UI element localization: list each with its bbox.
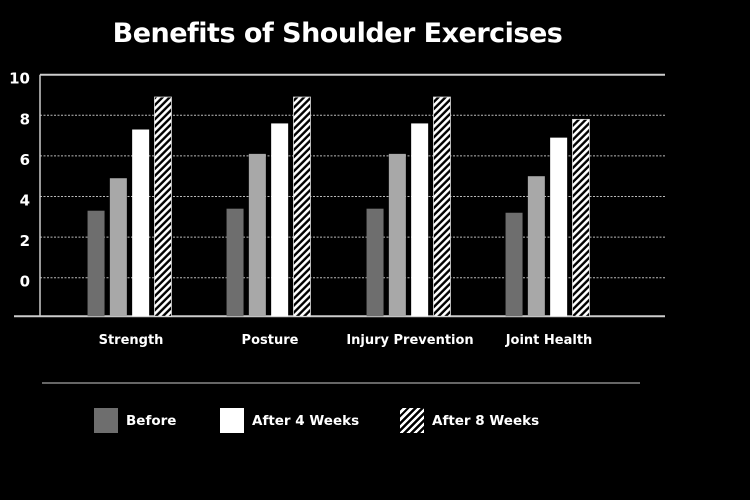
legend-label: After 8 Weeks <box>432 412 540 429</box>
bar <box>293 96 311 317</box>
legend-item: After 4 Weeks <box>220 408 359 433</box>
y-tick-label: 2 <box>20 232 30 250</box>
bar <box>550 137 568 317</box>
bar <box>572 118 590 317</box>
legend-item: Before <box>94 408 176 433</box>
x-tick-label: Posture <box>242 333 299 348</box>
bar <box>433 96 451 317</box>
bar <box>411 123 429 317</box>
legend-label: After 4 Weeks <box>252 412 360 429</box>
bar <box>248 153 266 317</box>
y-tick-label: 8 <box>20 110 30 128</box>
legend-swatch <box>94 408 118 433</box>
bar <box>388 153 406 317</box>
bar <box>505 212 523 317</box>
chart-title: Benefits of Shoulder Exercises <box>112 18 563 49</box>
bar <box>226 208 244 317</box>
bar <box>366 208 384 317</box>
bar <box>87 210 105 317</box>
legend-swatch <box>220 408 244 433</box>
legend-swatch <box>400 408 424 433</box>
x-tick-label: Joint Health <box>505 333 593 348</box>
bar <box>132 129 150 317</box>
x-tick-label: Injury Prevention <box>346 333 473 348</box>
legend-label: Before <box>126 412 177 429</box>
y-tick-label: 4 <box>20 192 30 210</box>
bar <box>154 96 172 317</box>
bar <box>109 178 127 317</box>
y-tick-label: 6 <box>20 151 30 169</box>
legend-item: After 8 Weeks <box>400 408 539 433</box>
y-tick-label: 0 <box>20 273 30 291</box>
bar <box>271 123 289 317</box>
bar <box>527 176 545 317</box>
x-tick-label: Strength <box>99 333 164 348</box>
y-tick-label: 10 <box>9 70 30 88</box>
